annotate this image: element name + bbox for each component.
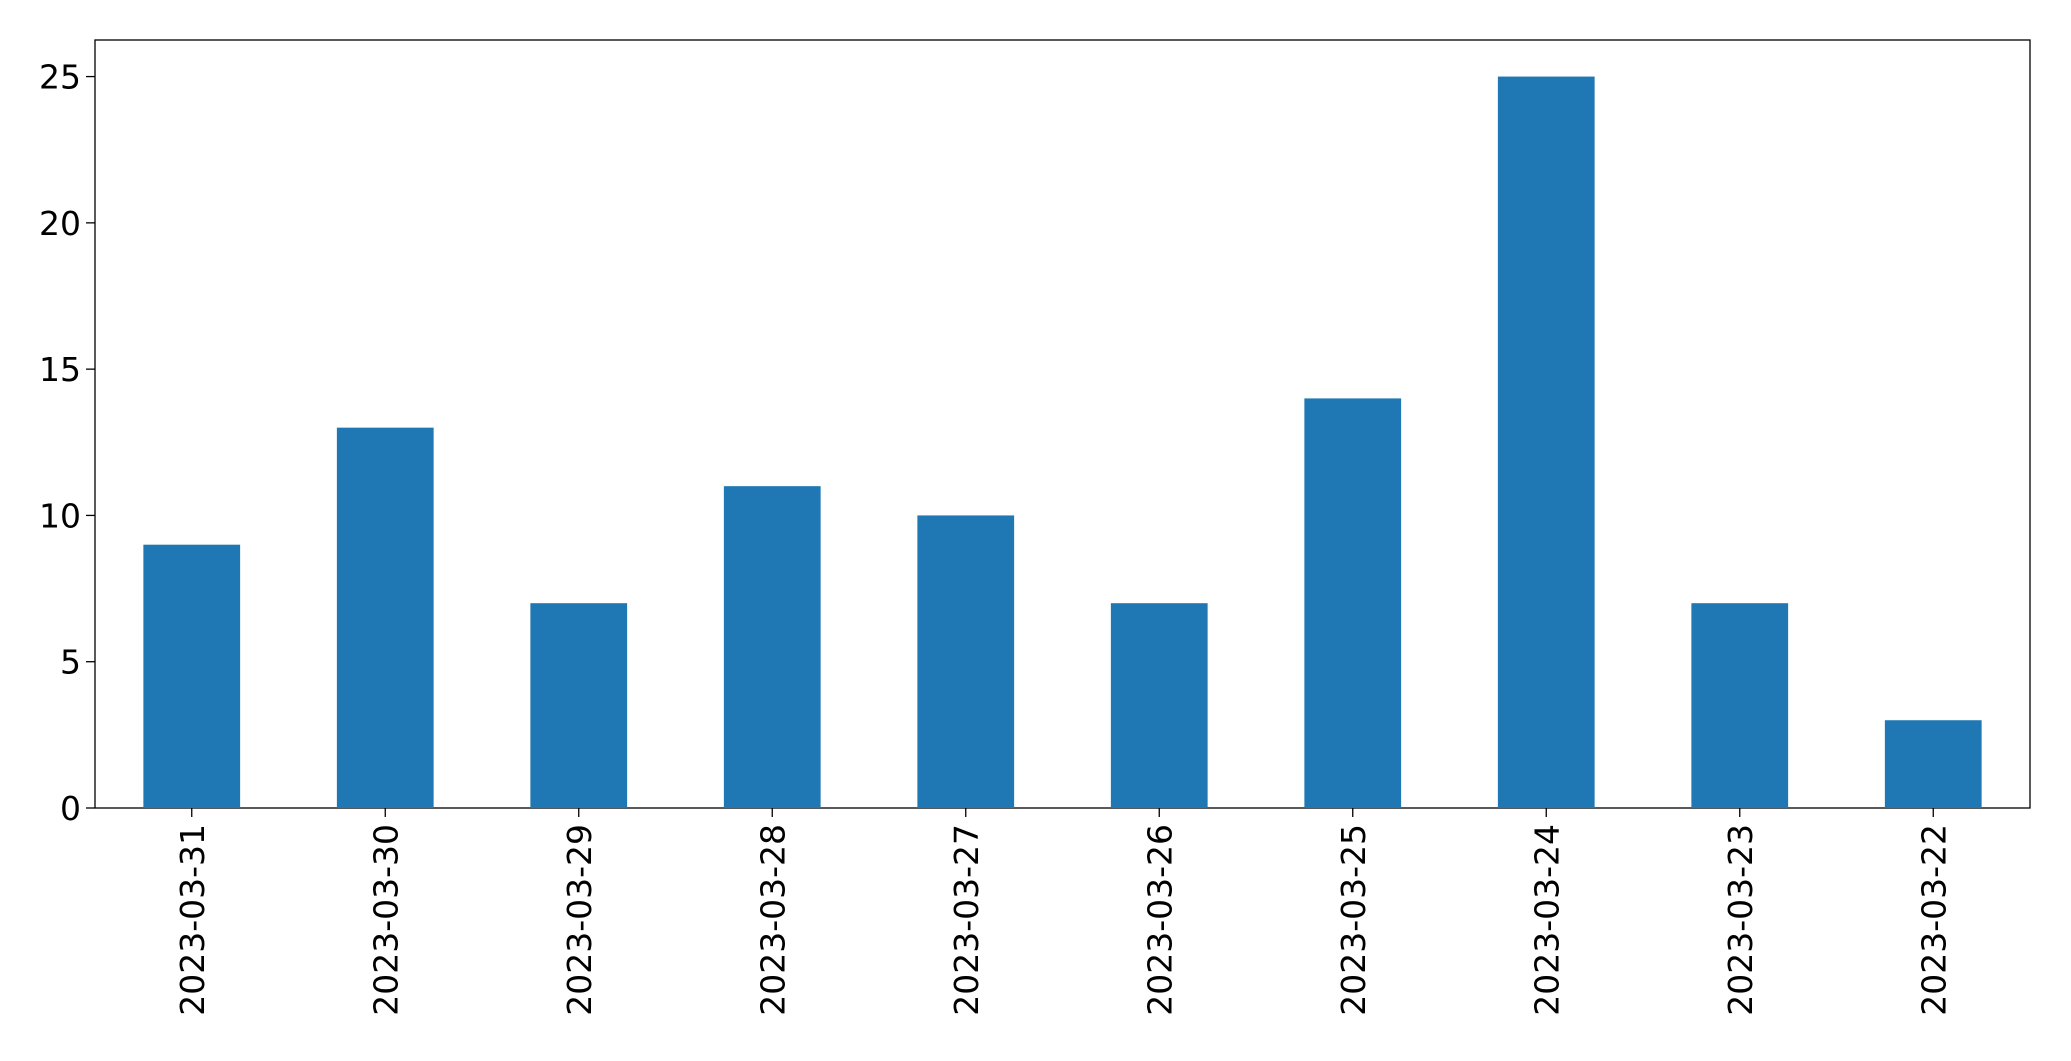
bar: [1884, 720, 1982, 808]
y-tick-label: 5: [60, 643, 81, 682]
bar: [723, 486, 821, 808]
bar: [143, 544, 241, 808]
x-tick-label: 2023-03-24: [1527, 824, 1566, 1016]
bar: [1497, 76, 1595, 809]
bar: [530, 603, 628, 808]
bar: [336, 427, 434, 808]
y-tick-label: 0: [60, 789, 81, 828]
bar: [917, 515, 1015, 808]
x-tick-label: 2023-03-27: [947, 824, 986, 1016]
x-tick-label: 2023-03-30: [366, 824, 405, 1016]
bar: [1110, 603, 1208, 808]
x-tick-label: 2023-03-23: [1721, 824, 1760, 1016]
x-tick-label: 2023-03-22: [1914, 824, 1953, 1016]
plot-frame: [94, 39, 2031, 809]
y-tick-label: 10: [39, 496, 81, 535]
x-tick-label: 2023-03-29: [560, 824, 599, 1016]
x-tick-label: 2023-03-25: [1334, 824, 1373, 1016]
bar: [1691, 603, 1789, 808]
x-tick-label: 2023-03-31: [173, 824, 212, 1016]
x-tick-label: 2023-03-26: [1140, 824, 1179, 1016]
y-tick-label: 25: [39, 58, 81, 97]
y-tick-label: 15: [39, 350, 81, 389]
bar: [1304, 398, 1402, 808]
x-tick-label: 2023-03-28: [753, 824, 792, 1016]
y-tick-label: 20: [39, 204, 81, 243]
